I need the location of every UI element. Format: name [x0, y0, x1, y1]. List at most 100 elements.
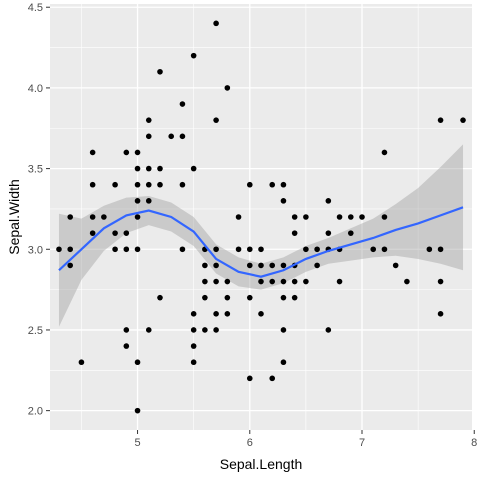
- data-point: [190, 327, 197, 333]
- data-point: [213, 20, 219, 27]
- data-point: [325, 327, 332, 333]
- smooth-line: [58, 206, 464, 278]
- data-point: [134, 407, 141, 414]
- data-point: [67, 214, 73, 220]
- data-point: [134, 181, 141, 188]
- data-point: [437, 246, 444, 253]
- data-point: [280, 181, 287, 188]
- data-point: [224, 278, 231, 285]
- data-point: [190, 359, 197, 366]
- data-point: [78, 359, 85, 366]
- data-point: [179, 246, 186, 253]
- data-point: [123, 327, 130, 333]
- data-point: [112, 230, 118, 236]
- data-point: [145, 198, 152, 204]
- x-axis-ticks: 5 6 7 8: [134, 430, 477, 449]
- data-point: [291, 230, 298, 236]
- data-point: [359, 214, 365, 220]
- y-tick-label: 4.0: [28, 83, 43, 95]
- data-point: [67, 262, 73, 269]
- data-point: [280, 262, 287, 269]
- data-point: [303, 214, 309, 220]
- data-point: [437, 278, 444, 285]
- data-point: [246, 181, 253, 188]
- data-point: [392, 262, 399, 269]
- data-point: [134, 214, 141, 220]
- data-point: [381, 246, 388, 253]
- data-point: [123, 343, 130, 349]
- data-point: [190, 343, 197, 349]
- y-tick-label: 2.0: [28, 406, 43, 418]
- data-point: [56, 246, 62, 253]
- data-point: [202, 327, 208, 333]
- data-point: [235, 246, 242, 253]
- data-point: [123, 149, 130, 156]
- data-point: [325, 230, 332, 236]
- data-point: [112, 246, 118, 253]
- data-point: [269, 278, 276, 285]
- x-tick-label: 7: [359, 437, 365, 449]
- data-point: [280, 294, 287, 301]
- data-point: [213, 262, 219, 269]
- data-point: [134, 246, 141, 253]
- data-point: [134, 165, 141, 172]
- data-point: [381, 214, 388, 220]
- data-point: [280, 278, 287, 285]
- data-point: [157, 68, 163, 75]
- data-point: [89, 149, 96, 156]
- data-point: [224, 294, 231, 301]
- data-point: [202, 278, 208, 285]
- data-point: [381, 149, 388, 156]
- data-point: [269, 262, 276, 269]
- data-point: [112, 181, 118, 188]
- data-point: [145, 165, 152, 172]
- data-point: [157, 294, 163, 301]
- data-point: [246, 294, 253, 301]
- data-point: [190, 52, 197, 59]
- data-point: [280, 359, 287, 366]
- data-point: [280, 327, 287, 333]
- data-point: [246, 262, 253, 269]
- data-point: [168, 133, 175, 140]
- y-tick-label: 2.5: [28, 325, 43, 337]
- data-point: [370, 246, 377, 253]
- data-point: [157, 181, 163, 188]
- data-point: [314, 246, 320, 253]
- data-point: [123, 230, 130, 236]
- x-tick-label: 8: [471, 437, 477, 449]
- data-point: [213, 246, 219, 253]
- data-point: [336, 214, 343, 220]
- data-point: [303, 278, 309, 285]
- data-point: [258, 246, 264, 253]
- data-point: [213, 278, 219, 285]
- panel-background: [50, 4, 472, 430]
- data-point: [213, 311, 219, 317]
- data-point: [437, 311, 444, 317]
- x-tick-label: 6: [247, 437, 253, 449]
- data-point: [303, 246, 309, 253]
- data-point: [347, 230, 354, 236]
- data-point: [224, 85, 231, 91]
- data-point: [224, 311, 231, 317]
- y-tick-label: 3.5: [28, 164, 43, 176]
- data-point: [404, 278, 410, 285]
- data-point: [101, 214, 107, 220]
- data-point: [246, 246, 253, 253]
- data-point: [280, 198, 287, 204]
- data-point: [235, 214, 242, 220]
- data-point: [291, 294, 298, 301]
- x-tick-label: 5: [134, 437, 140, 449]
- data-point: [123, 246, 130, 253]
- x-axis-title: Sepal.Length: [220, 456, 303, 472]
- data-point: [291, 214, 298, 220]
- data-point: [213, 327, 219, 333]
- data-point: [89, 214, 96, 220]
- data-point: [269, 375, 276, 382]
- data-point: [179, 101, 186, 107]
- data-point: [314, 262, 320, 269]
- data-point: [179, 181, 186, 188]
- data-point: [145, 181, 152, 188]
- data-point: [202, 262, 208, 269]
- data-point: [347, 214, 354, 220]
